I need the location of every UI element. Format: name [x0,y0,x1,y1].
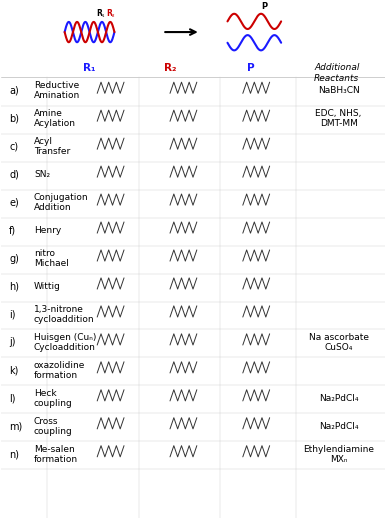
Text: Acyl
Transfer: Acyl Transfer [34,137,70,156]
Text: f): f) [9,226,16,236]
Text: a): a) [9,86,19,96]
Text: e): e) [9,198,19,208]
Text: SN₂: SN₂ [34,170,50,179]
Text: i): i) [9,309,15,320]
Text: Additional
Reactants: Additional Reactants [314,63,359,83]
Text: Na₂PdCl₄: Na₂PdCl₄ [319,394,358,403]
Text: c): c) [9,142,18,152]
Text: nitro
Michael: nitro Michael [34,249,69,268]
Text: ₂: ₂ [111,13,114,18]
Text: Me-salen
formation: Me-salen formation [34,445,78,464]
Text: Heck
coupling: Heck coupling [34,389,73,408]
Text: EDC, NHS,
DMT-MM: EDC, NHS, DMT-MM [315,109,362,129]
Text: NaBH₃CN: NaBH₃CN [318,86,359,95]
Text: h): h) [9,281,19,292]
Text: Conjugation
Addition: Conjugation Addition [34,193,89,212]
Text: j): j) [9,337,15,347]
Text: Wittig: Wittig [34,282,61,291]
Text: m): m) [9,421,22,431]
Text: Na ascorbate
CuSO₄: Na ascorbate CuSO₄ [309,333,369,352]
Text: Amine
Acylation: Amine Acylation [34,109,76,129]
Text: l): l) [9,393,15,403]
Text: k): k) [9,365,19,375]
Text: R₂: R₂ [164,63,176,73]
Text: b): b) [9,114,19,124]
Text: g): g) [9,254,19,264]
Text: oxazolidine
formation: oxazolidine formation [34,361,85,380]
Text: R₁: R₁ [83,63,96,73]
Text: R: R [106,9,112,18]
Text: Ethylendiamine
MXₙ: Ethylendiamine MXₙ [303,445,374,464]
Text: d): d) [9,170,19,180]
Text: Henry: Henry [34,226,61,235]
Text: ₁: ₁ [102,13,104,18]
Text: Na₂PdCl₄: Na₂PdCl₄ [319,422,358,431]
Text: Reductive
Amination: Reductive Amination [34,81,80,101]
Text: P: P [261,2,267,11]
Text: R: R [96,9,102,18]
Text: 1,3-nitrone
cycloaddition: 1,3-nitrone cycloaddition [34,305,95,324]
Text: Huisgen (Cuₙ)
Cycloaddition: Huisgen (Cuₙ) Cycloaddition [34,333,96,352]
Text: P: P [247,63,254,73]
Text: n): n) [9,449,19,459]
Text: Cross
coupling: Cross coupling [34,417,73,436]
